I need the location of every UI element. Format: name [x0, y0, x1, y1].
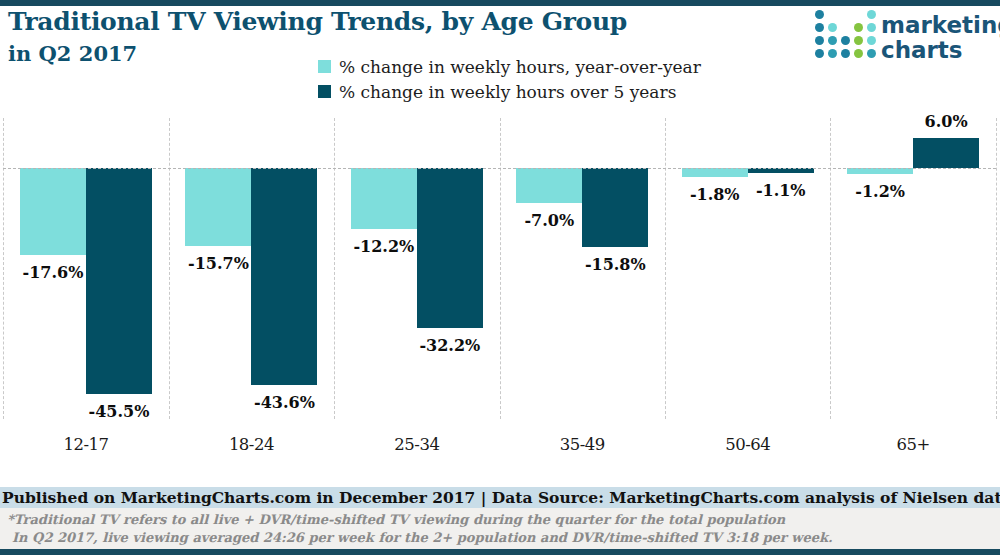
infographic-canvas: Traditional TV Viewing Trends, by Age Gr…	[0, 0, 1000, 555]
category-label-12-17: 12-17	[21, 435, 151, 454]
group-separator-gridline	[830, 118, 831, 419]
logo-dot	[854, 23, 863, 32]
published-source-text: Published on MarketingCharts.com in Dece…	[0, 487, 1000, 508]
logo-dot	[854, 49, 863, 58]
value-label-5yr-18-24: -43.6%	[239, 393, 329, 412]
value-label-5yr-35-49: -15.8%	[570, 255, 660, 274]
value-label-5yr-50-64: -1.1%	[736, 181, 826, 200]
logo-word-marketing: marketing	[881, 13, 1000, 38]
logo-dot	[841, 49, 850, 58]
group-separator-gridline	[334, 118, 335, 419]
bar-yoy-25-34	[351, 168, 417, 229]
logo-dot	[854, 36, 863, 45]
category-label-35-49: 35-49	[517, 435, 647, 454]
group-separator-gridline	[996, 118, 997, 419]
legend-item-yoy: % change in weekly hours, year-over-year	[318, 56, 701, 78]
chart-title: Traditional TV Viewing Trends, by Age Gr…	[8, 7, 627, 36]
group-separator-gridline	[3, 118, 4, 419]
top-accent-border	[0, 0, 1000, 6]
logo-dot	[828, 49, 837, 58]
chart-plot-area: -17.6% -45.5% 12-17 -15.7% -43.6% 18-24 -12.2%…	[0, 112, 1000, 460]
category-label-25-34: 25-34	[352, 435, 482, 454]
bar-5yr-65+	[913, 138, 979, 168]
chart-subtitle: in Q2 2017	[8, 41, 137, 66]
value-label-yoy-65+: -1.2%	[835, 182, 925, 201]
legend-item-5yr: % change in weekly hours over 5 years	[318, 81, 701, 103]
category-label-65+: 65+	[848, 435, 978, 454]
value-label-yoy-12-17: -17.6%	[8, 263, 98, 282]
category-label-18-24: 18-24	[186, 435, 316, 454]
value-label-yoy-25-34: -12.2%	[339, 237, 429, 256]
bar-5yr-18-24	[251, 168, 317, 385]
value-label-yoy-35-49: -7.0%	[504, 211, 594, 230]
logo-dot	[815, 36, 824, 45]
logo-word-charts: charts	[881, 38, 1000, 63]
footnote-area: *Traditional TV refers to all live + DVR…	[0, 508, 1000, 549]
logo-dot	[841, 36, 850, 45]
bottom-accent-border	[0, 549, 1000, 555]
value-label-5yr-25-34: -32.2%	[405, 336, 495, 355]
logo-dot	[815, 49, 824, 58]
value-label-5yr-12-17: -45.5%	[74, 402, 164, 421]
legend-label-5yr: % change in weekly hours over 5 years	[339, 81, 676, 103]
logo-dot	[828, 23, 837, 32]
category-label-50-64: 50-64	[683, 435, 813, 454]
group-separator-gridline	[500, 118, 501, 419]
logo-dot	[815, 10, 824, 19]
published-source-bar: Published on MarketingCharts.com in Dece…	[0, 487, 1000, 508]
bar-yoy-35-49	[516, 168, 582, 203]
bar-5yr-35-49	[582, 168, 648, 247]
logo-dot	[815, 23, 824, 32]
bar-yoy-18-24	[185, 168, 251, 246]
marketingcharts-logo-icon	[815, 10, 881, 62]
group-separator-gridline	[665, 118, 666, 419]
group-separator-gridline	[169, 118, 170, 419]
bar-yoy-12-17	[20, 168, 86, 255]
footnote-averages: In Q2 2017, live viewing averaged 24:26 …	[0, 529, 1000, 547]
logo-dot	[867, 23, 876, 32]
value-label-5yr-65+: 6.0%	[901, 112, 991, 131]
footnote-definition: *Traditional TV refers to all live + DVR…	[0, 508, 1000, 529]
legend-label-yoy: % change in weekly hours, year-over-year	[339, 56, 701, 78]
logo-dot	[828, 36, 837, 45]
logo-dot	[867, 36, 876, 45]
bar-yoy-50-64	[682, 168, 748, 177]
zero-axis-line	[3, 168, 996, 169]
logo-dot	[867, 49, 876, 58]
logo-dot	[867, 10, 876, 19]
legend: % change in weekly hours, year-over-year…	[318, 56, 701, 106]
legend-swatch-yoy-icon	[318, 60, 331, 73]
value-label-yoy-18-24: -15.7%	[173, 254, 263, 273]
legend-swatch-5yr-icon	[318, 85, 331, 98]
marketingcharts-logo-text: marketing charts	[881, 13, 1000, 63]
